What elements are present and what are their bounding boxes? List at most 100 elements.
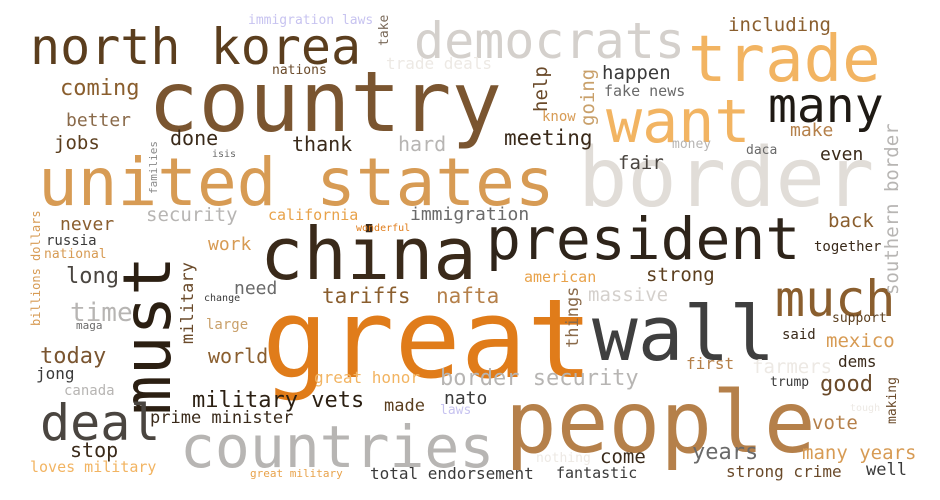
word-thank: thank	[292, 132, 353, 156]
word-well: well	[866, 460, 907, 480]
word-trade: trade	[688, 23, 881, 97]
word-jobs: jobs	[54, 132, 100, 154]
word-great-honor: great honor	[314, 368, 420, 387]
word-change: change	[204, 293, 241, 304]
word-fair: fair	[618, 152, 664, 174]
word-american: american	[524, 268, 597, 286]
word-going: going	[577, 68, 599, 126]
word-trade-deals: trade deals	[386, 54, 492, 73]
word-immigration-laws: immigration laws	[248, 13, 374, 28]
word-national: national	[44, 247, 107, 262]
word-california: california	[268, 206, 359, 224]
word-support: support	[832, 311, 887, 326]
word-things: things	[563, 286, 583, 348]
word-country: country	[148, 53, 503, 151]
word-democrats: democrats	[414, 12, 685, 70]
word-never: never	[60, 214, 115, 235]
word-including: including	[728, 14, 831, 36]
word-said: said	[782, 327, 816, 343]
word-want: want	[606, 87, 751, 157]
word-laws: laws	[440, 403, 472, 418]
word-years: years	[692, 440, 759, 465]
word-trump: trump	[770, 375, 810, 390]
word-first: first	[686, 354, 735, 373]
word-prime-minister: prime minister	[150, 408, 294, 428]
word-military-vets: military vets	[192, 388, 365, 413]
word-time: time	[70, 298, 133, 328]
word-north-korea: north korea	[30, 18, 362, 76]
word-mexico: mexico	[826, 330, 895, 352]
word-good: good	[820, 372, 873, 397]
word-meeting: meeting	[504, 126, 593, 150]
word-daca: daca	[746, 143, 778, 158]
word-come: come	[600, 446, 646, 468]
word-work: work	[208, 234, 252, 255]
word-loves-military: loves military	[30, 458, 157, 476]
word-together: together	[814, 239, 882, 255]
word-dems: dems	[838, 352, 877, 371]
word-making: making	[885, 377, 900, 424]
word-even: even	[820, 144, 864, 165]
word-president: president	[486, 205, 801, 273]
word-back: back	[828, 210, 874, 232]
word-happen: happen	[602, 62, 671, 84]
word-need: need	[234, 278, 278, 299]
word-wall: wall	[592, 289, 776, 378]
word-world: world	[208, 344, 269, 368]
word-great-military: great military	[250, 467, 343, 480]
word-border: border	[578, 131, 875, 226]
word-tough: tough	[850, 403, 881, 414]
word-nafta: nafta	[436, 284, 500, 308]
word-isis: isis	[212, 149, 237, 160]
word-take: take	[377, 14, 392, 46]
word-many-years: many years	[802, 442, 917, 464]
word-done: done	[170, 126, 219, 150]
word-china: china	[260, 212, 477, 296]
word-coming: coming	[60, 76, 140, 101]
word-russia: russia	[46, 233, 97, 249]
word-immigration: immigration	[410, 204, 530, 225]
word-large: large	[206, 317, 249, 333]
word-great: great	[262, 275, 594, 403]
word-long: long	[66, 264, 119, 289]
word-farmers: farmers	[752, 356, 833, 378]
word-know: know	[542, 109, 576, 125]
word-united-states: united states	[38, 144, 555, 221]
word-wonderful: wonderful	[356, 223, 411, 234]
word-tariffs: tariffs	[322, 284, 411, 308]
word-help: help	[530, 66, 552, 112]
word-deal: deal	[40, 394, 161, 452]
word-border-security: border security	[440, 366, 639, 391]
word-total-endorsement: total endorsement	[370, 464, 534, 483]
word-strong-crime: strong crime	[726, 462, 842, 481]
word-jong: jong	[36, 364, 75, 383]
word-made: made	[384, 396, 425, 416]
word-much: much	[775, 270, 896, 328]
word-southern-border: southern border	[881, 123, 903, 295]
word-families: families	[147, 141, 160, 194]
word-must: must	[109, 256, 186, 415]
word-vote: vote	[812, 412, 858, 434]
word-nato: nato	[444, 388, 488, 409]
word-billions-dollars: billions dollars	[29, 210, 43, 326]
word-countries: countries	[180, 413, 495, 481]
word-security: security	[146, 204, 238, 226]
word-massive: massive	[588, 284, 669, 306]
word-military: military	[178, 262, 198, 344]
word-strong: strong	[646, 264, 715, 286]
word-canada: canada	[64, 383, 115, 399]
word-hard: hard	[398, 132, 447, 156]
word-nothing: nothing	[536, 451, 591, 466]
word-make: make	[790, 120, 834, 141]
word-people: people	[505, 373, 816, 473]
word-nations: nations	[272, 63, 327, 78]
word-money: money	[672, 137, 712, 152]
word-many: many	[768, 78, 884, 134]
word-stop: stop	[70, 438, 119, 462]
word-fake-news: fake news	[604, 82, 686, 100]
word-better: better	[66, 110, 132, 131]
word-maga: maga	[76, 319, 103, 332]
word-today: today	[40, 344, 107, 369]
word-fantastic: fantastic	[556, 464, 638, 482]
